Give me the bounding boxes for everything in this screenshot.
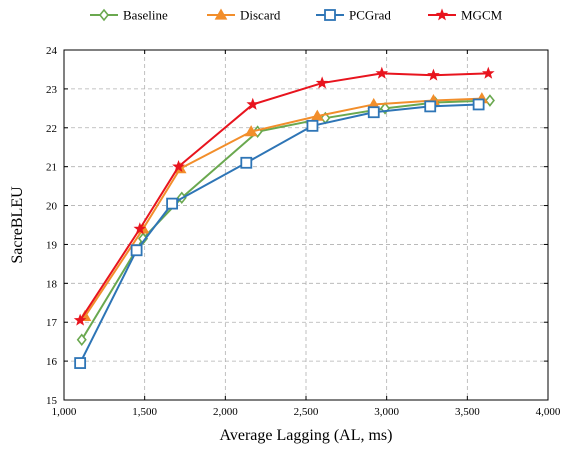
data-point-discard: [244, 125, 258, 137]
data-point-pcgrad: [472, 98, 485, 111]
series-line-mgcm: [79, 72, 489, 321]
data-point-mgcm: [315, 76, 329, 89]
data-point-baseline: [484, 94, 495, 107]
data-point-pcgrad: [166, 197, 178, 210]
data-point-pcgrad: [130, 244, 143, 257]
series-line-baseline: [80, 99, 490, 341]
x-tick-label: 3,000: [374, 406, 399, 418]
series-mgcm: [73, 66, 495, 326]
x-axis-label: Average Lagging (AL, ms): [220, 427, 393, 444]
y-tick-label: 17: [46, 317, 58, 329]
data-point-mgcm: [246, 97, 260, 110]
grid: [64, 50, 548, 400]
y-tick-label: 16: [46, 356, 58, 368]
series-baseline: [76, 94, 495, 347]
data-point-pcgrad: [240, 156, 253, 169]
legend-label: MGCM: [461, 8, 503, 23]
axis-ticks: 1,000 1,500 2,000 2,500 3,000 3,500 4,000 15 16 1…: [46, 45, 561, 418]
legend-label: Discard: [240, 8, 281, 23]
data-point-mgcm: [481, 66, 495, 79]
y-tick-label: 18: [46, 278, 58, 290]
legend-item-baseline: Baseline: [90, 8, 168, 23]
data-point-pcgrad: [74, 357, 87, 369]
y-tick-label: 21: [46, 162, 57, 174]
legend-label: PCGrad: [349, 8, 391, 23]
series-layer: [73, 66, 495, 369]
legend-marker: [214, 8, 228, 20]
data-point-mgcm: [73, 313, 87, 326]
legend-item-mgcm: MGCM: [428, 8, 503, 23]
legend-item-discard: Discard: [207, 8, 281, 23]
x-tick-label: 4,000: [536, 406, 561, 418]
data-point-mgcm: [375, 66, 389, 79]
data-point-baseline: [76, 333, 87, 347]
data-point-mgcm: [427, 68, 440, 81]
y-tick-label: 23: [46, 84, 58, 96]
x-tick-label: 2,500: [294, 406, 319, 418]
series-line-discard: [84, 97, 482, 317]
legend: Baseline Discard PCGrad MGCM: [90, 8, 503, 23]
legend-label: Baseline: [123, 8, 168, 23]
x-tick-label: 3,500: [455, 406, 480, 418]
data-point-pcgrad: [306, 119, 319, 132]
legend-item-pcgrad: PCGrad: [316, 8, 391, 23]
legend-marker: [98, 8, 110, 22]
y-tick-label: 24: [46, 45, 58, 57]
x-tick-label: 1,000: [52, 406, 77, 418]
y-tick-label: 15: [46, 395, 58, 407]
data-point-pcgrad: [424, 100, 437, 113]
legend-marker: [324, 9, 336, 21]
x-tick-label: 2,000: [213, 406, 238, 418]
y-tick-label: 19: [46, 239, 58, 251]
y-axis-label: SacreBLEU: [9, 186, 26, 264]
y-tick-label: 22: [46, 123, 57, 135]
data-point-mgcm: [172, 160, 185, 173]
x-tick-label: 1,500: [132, 406, 157, 418]
series-line-pcgrad: [79, 103, 479, 364]
legend-marker: [435, 8, 449, 21]
series-pcgrad: [74, 98, 485, 369]
data-point-mgcm: [133, 222, 147, 235]
y-tick-label: 20: [46, 201, 58, 213]
data-point-pcgrad: [367, 106, 380, 119]
